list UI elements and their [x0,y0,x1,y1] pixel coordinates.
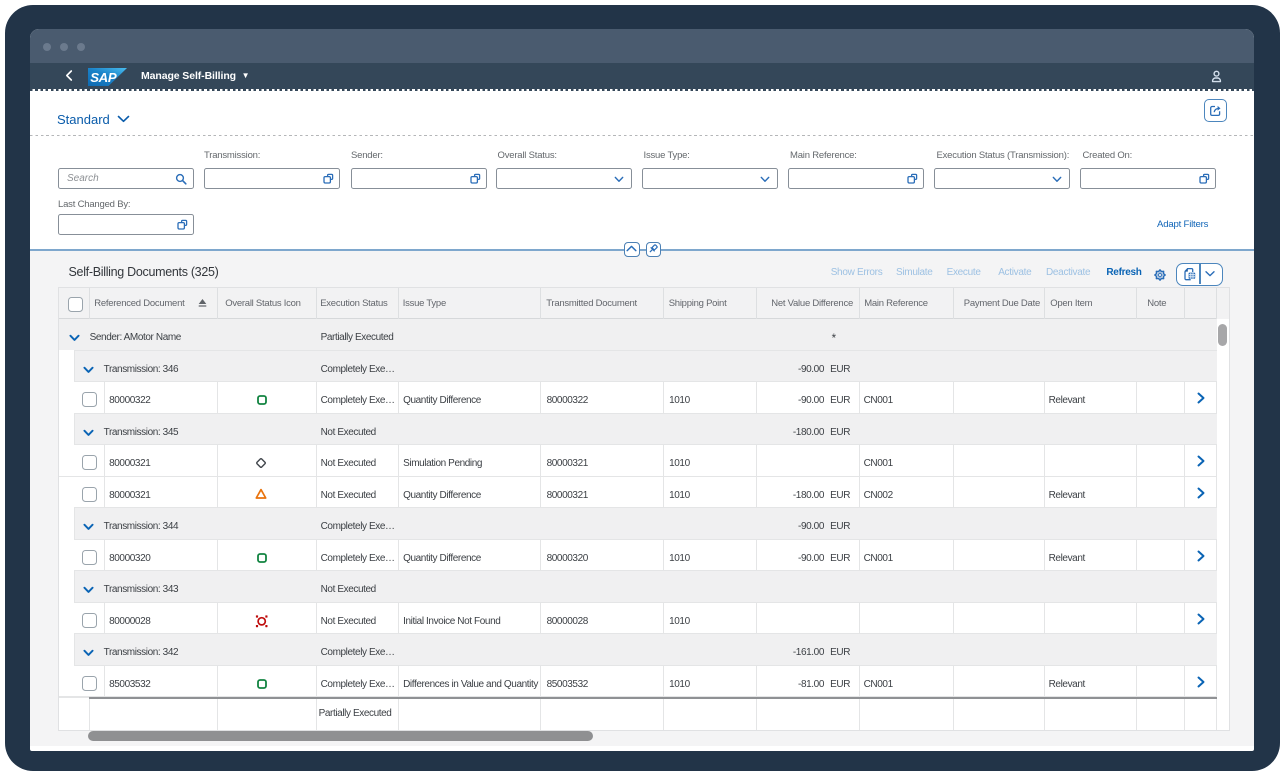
svg-text:SAP: SAP [90,70,117,85]
